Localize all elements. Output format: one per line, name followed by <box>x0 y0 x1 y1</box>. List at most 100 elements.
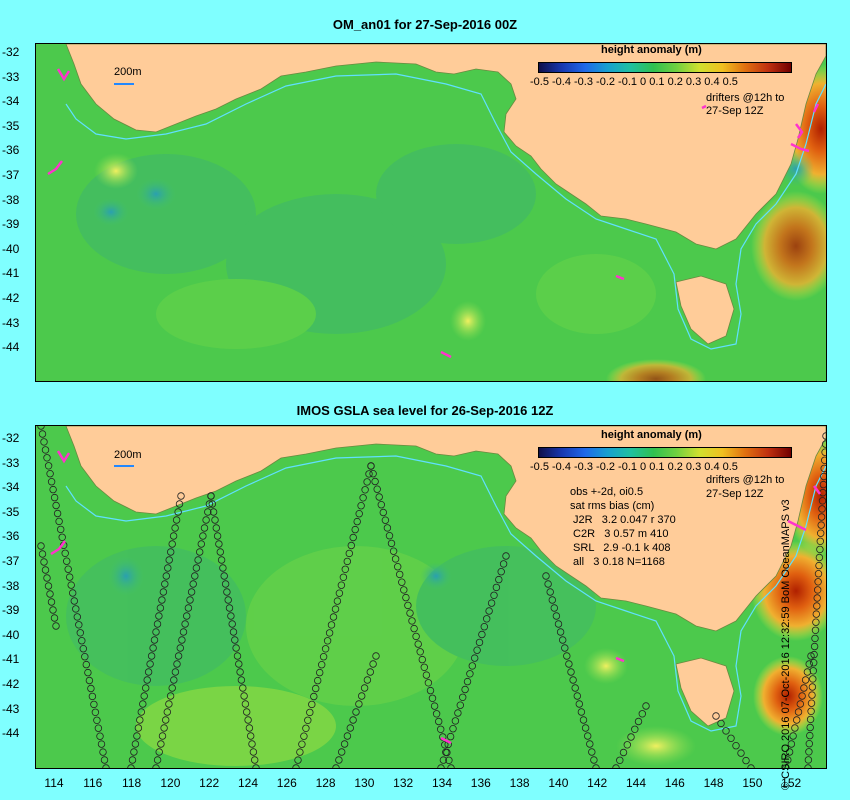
track-observation <box>784 756 792 764</box>
track-observation <box>408 617 416 625</box>
track-observation <box>442 748 450 756</box>
track-observation <box>811 634 819 643</box>
track-observation <box>727 734 735 742</box>
map2-y-tick: -37 <box>2 554 20 568</box>
track-observation <box>717 719 725 728</box>
map1-drifters-date: 27-Sep 12Z <box>706 105 764 117</box>
track-observation <box>224 596 232 604</box>
track-observation <box>351 525 359 534</box>
track-observation <box>141 684 150 692</box>
track-observation <box>165 556 173 564</box>
track-observation <box>41 446 50 454</box>
track-observation <box>331 605 340 613</box>
track-observation <box>294 756 302 764</box>
map1-y-tick: -44 <box>2 340 20 355</box>
x-tick: 114 <box>44 776 64 790</box>
track-observation <box>800 684 808 692</box>
track-observation <box>552 612 561 620</box>
track-observation <box>181 620 189 628</box>
map2-y-tick: -35 <box>2 504 20 519</box>
track-observation <box>441 741 449 749</box>
copyright: © CSIRO 2016 07-Oct-2016 12:32:59 BoM Oc… <box>780 499 792 790</box>
track-observation <box>171 524 179 532</box>
map1-title: OM_an01 for 27-Sep-2016 00Z <box>332 17 518 32</box>
track-observation <box>250 756 259 764</box>
track-observation <box>150 636 159 644</box>
track-observation <box>369 470 377 478</box>
track-observation <box>816 537 824 545</box>
track-observation <box>377 500 385 509</box>
track-observation <box>227 612 235 620</box>
track-observation <box>325 629 334 637</box>
track-observation <box>804 764 812 768</box>
track-observation <box>176 644 184 652</box>
track-observation <box>102 764 110 768</box>
track-observation <box>805 740 813 748</box>
track-observation <box>319 652 328 661</box>
track-observation <box>200 524 209 532</box>
track-observation <box>373 485 381 493</box>
track-observation <box>737 749 745 757</box>
track-observation <box>43 454 51 462</box>
track-observation <box>571 684 579 692</box>
track-observation <box>70 597 78 605</box>
track-observation <box>229 628 238 636</box>
track-observation <box>810 650 818 659</box>
track-observation <box>50 614 59 622</box>
track-observation <box>554 620 563 628</box>
track-observation <box>796 700 804 708</box>
track-observation <box>172 516 181 524</box>
track-observation <box>161 716 170 724</box>
track-observation <box>170 676 178 684</box>
track-observation <box>75 621 83 629</box>
australia-land <box>65 44 826 250</box>
track-observation <box>432 710 441 718</box>
map1-y-tick: -41 <box>2 266 20 281</box>
track-observation <box>722 727 730 735</box>
track-observation <box>439 733 447 741</box>
track-observation <box>449 725 457 733</box>
track-observation <box>801 676 810 684</box>
track-observation <box>404 601 412 610</box>
track-observation <box>296 748 304 756</box>
track-observation <box>99 748 107 756</box>
map1-y-tick: -36 <box>2 143 20 158</box>
map1-y-tick: -39 <box>2 217 20 232</box>
track-observation <box>810 658 818 667</box>
track-observation <box>478 630 486 639</box>
track-observation <box>219 564 227 572</box>
map2-y-tick: -33 <box>2 455 20 470</box>
track-observation <box>58 533 66 541</box>
track-observation <box>816 545 824 554</box>
map2-y-tick: -34 <box>2 480 20 495</box>
track-observation <box>366 668 374 676</box>
track-observation <box>100 756 109 764</box>
track-observation <box>245 724 254 732</box>
track-observation <box>461 685 469 694</box>
track-observation <box>565 660 573 668</box>
map1-y-tick: -43 <box>2 315 20 330</box>
track-observation <box>49 606 57 614</box>
track-observation <box>563 652 571 660</box>
track-observation <box>43 574 51 582</box>
x-tick: 140 <box>548 776 569 790</box>
track-observation <box>371 477 379 486</box>
track-observation <box>239 684 247 692</box>
track-observation <box>208 500 216 508</box>
track-observation <box>818 497 826 505</box>
track-observation <box>53 509 62 518</box>
track-observation <box>456 701 464 709</box>
track-observation <box>152 628 160 636</box>
track-observation <box>821 448 826 456</box>
track-observation <box>358 692 366 700</box>
track-observation <box>798 692 806 700</box>
track-observation <box>168 540 176 548</box>
track-observation <box>394 562 402 571</box>
track-observation <box>367 462 375 470</box>
track-observation <box>502 552 510 560</box>
map1-colorbar-ticks: -0.5 -0.4 -0.3 -0.2 -0.1 0 0.1 0.2 0.3 0… <box>530 76 738 88</box>
track-observation <box>72 605 80 613</box>
map2-y-tick: -43 <box>2 701 20 716</box>
isobath-200m <box>65 73 826 350</box>
track-observation <box>542 572 550 580</box>
